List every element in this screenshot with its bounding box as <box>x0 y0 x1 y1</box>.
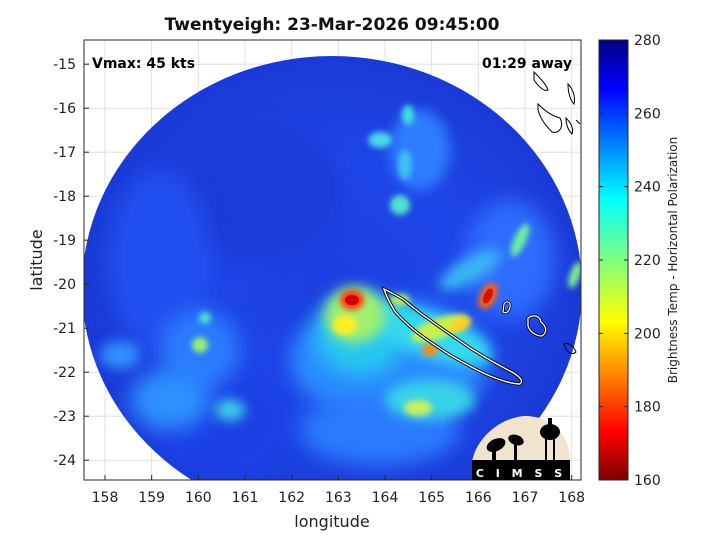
colorbar-tick-label: 160 <box>634 473 661 489</box>
y-axis-label: latitude <box>27 229 46 290</box>
colorbar-tick-label: 260 <box>634 106 661 122</box>
vmax-annotation: Vmax: 45 kts <box>92 56 195 72</box>
x-axis: 158 159 160 161 162 163 164 165 166 167 168 <box>92 475 585 506</box>
colorbar-label: Brightness Temp - Horizontal Polarizatio… <box>666 137 680 384</box>
colorbar <box>598 39 629 481</box>
x-tick-label: 159 <box>138 490 165 506</box>
chart-title: Twentyeigh: 23-Mar-2026 09:45:00 <box>165 15 500 35</box>
x-tick-label: 165 <box>418 490 445 506</box>
x-tick-label: 160 <box>185 490 212 506</box>
y-tick-label: -20 <box>53 277 76 293</box>
colorbar-tick-label: 200 <box>634 326 661 342</box>
cimss-logo: C I M S S <box>472 416 570 480</box>
y-tick-label: -19 <box>53 233 76 249</box>
colorbar-tick-label: 180 <box>634 400 661 416</box>
colorbar-axis: 160 180 200 220 240 260 280 <box>599 33 661 489</box>
colorbar-tick-label: 280 <box>634 33 661 49</box>
x-axis-label: longitude <box>294 512 369 531</box>
x-tick-label: 162 <box>278 490 305 506</box>
x-tick-label: 166 <box>465 490 492 506</box>
tower-icon <box>540 424 560 440</box>
swath-image <box>84 56 581 480</box>
axes-frame <box>83 39 582 481</box>
x-tick-label: 167 <box>512 490 539 506</box>
colorbar-tick-label: 240 <box>634 180 661 196</box>
y-tick-label: -15 <box>53 57 76 73</box>
logo-text: C I M S S <box>476 467 566 480</box>
x-tick-label: 164 <box>372 490 399 506</box>
y-axis: -15 -16 -17 -18 -19 -20 -21 -22 -23 -24 <box>53 57 89 469</box>
time-away-annotation: 01:29 away <box>482 56 572 72</box>
y-tick-label: -18 <box>53 189 76 205</box>
y-tick-label: -24 <box>53 453 76 469</box>
y-tick-label: -23 <box>53 409 76 425</box>
x-tick-label: 158 <box>92 490 119 506</box>
y-tick-label: -22 <box>53 365 76 381</box>
colorbar-tick-label: 220 <box>634 253 661 269</box>
x-tick-label: 168 <box>558 490 585 506</box>
y-tick-label: -16 <box>53 101 76 117</box>
dish-icon <box>486 438 506 452</box>
x-tick-label: 163 <box>325 490 352 506</box>
coastline-vanuatu <box>533 70 581 355</box>
x-tick-label: 161 <box>232 490 259 506</box>
y-tick-label: -21 <box>53 321 76 337</box>
y-tick-label: -17 <box>53 145 76 161</box>
swath-texture <box>100 105 581 480</box>
